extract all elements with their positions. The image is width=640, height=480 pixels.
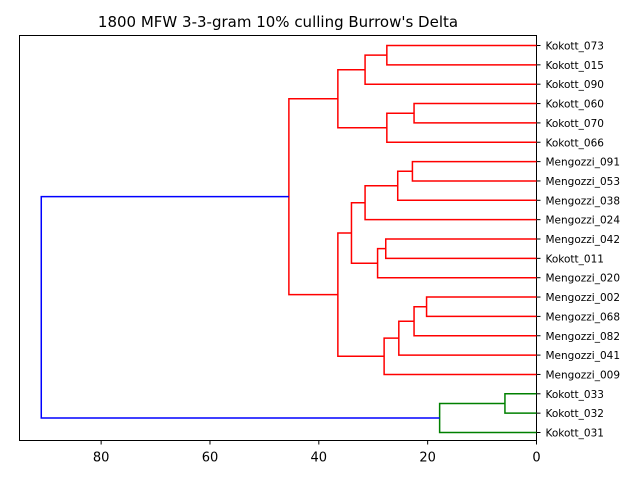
leaf-label: Mengozzi_053 [546, 176, 621, 188]
leaf-label: Kokott_031 [546, 428, 604, 440]
link-B [364, 54, 537, 85]
leaf-label: Kokott_032 [546, 408, 604, 420]
leaf-label: Mengozzi_091 [546, 157, 621, 169]
leaf-label: Kokott_060 [546, 99, 604, 111]
x-tick-label: 60 [202, 451, 219, 466]
leaf-label: Mengozzi_009 [546, 369, 621, 381]
leaf-label: Mengozzi_068 [546, 311, 621, 323]
link-N [398, 320, 537, 356]
link-O [383, 337, 537, 376]
leaf-label: Mengozzi_002 [546, 292, 621, 304]
link-H [364, 185, 537, 221]
plot-frame [19, 35, 537, 441]
link-I [385, 238, 537, 260]
leaf-labels: Kokott_073 Kokott_015 Kokott_090 Kokott_060… [536, 41, 621, 440]
link-J [376, 247, 537, 279]
leaf-label: Kokott_015 [546, 60, 604, 72]
link-Q [288, 97, 338, 296]
link-C [413, 102, 537, 124]
x-tick-label: 0 [532, 451, 540, 466]
link-F [411, 160, 537, 182]
link-S [438, 402, 537, 434]
leaf-label: Kokott_011 [546, 253, 604, 265]
leaf-label: Mengozzi_082 [546, 331, 621, 343]
leaf-label: Kokott_066 [546, 137, 605, 149]
leaf-label: Kokott_033 [546, 389, 604, 401]
dendrogram-links [40, 44, 537, 434]
link-R [504, 393, 537, 414]
link-L [425, 296, 537, 318]
link-G [396, 170, 537, 202]
link-M [413, 305, 537, 337]
x-tick-label: 40 [311, 451, 328, 466]
link-D [386, 112, 537, 143]
leaf-label: Mengozzi_020 [546, 273, 621, 285]
leaf-label: Mengozzi_024 [546, 215, 621, 227]
link-A [386, 44, 537, 66]
leaf-label: Mengozzi_038 [546, 195, 621, 207]
x-axis-ticks: 80 60 40 20 0 [93, 440, 541, 466]
link-T [40, 195, 440, 419]
chart-title: 1800 MFW 3-3-gram 10% culling Burrow's D… [98, 13, 458, 31]
leaf-label: Mengozzi_041 [546, 350, 621, 362]
leaf-label: Kokott_073 [546, 41, 604, 53]
x-tick-label: 80 [93, 451, 110, 466]
leaf-label: Mengozzi_042 [546, 234, 621, 246]
x-tick-label: 20 [419, 451, 436, 466]
leaf-label: Kokott_090 [546, 79, 604, 91]
link-E [337, 68, 387, 129]
leaf-label: Kokott_070 [546, 118, 604, 130]
